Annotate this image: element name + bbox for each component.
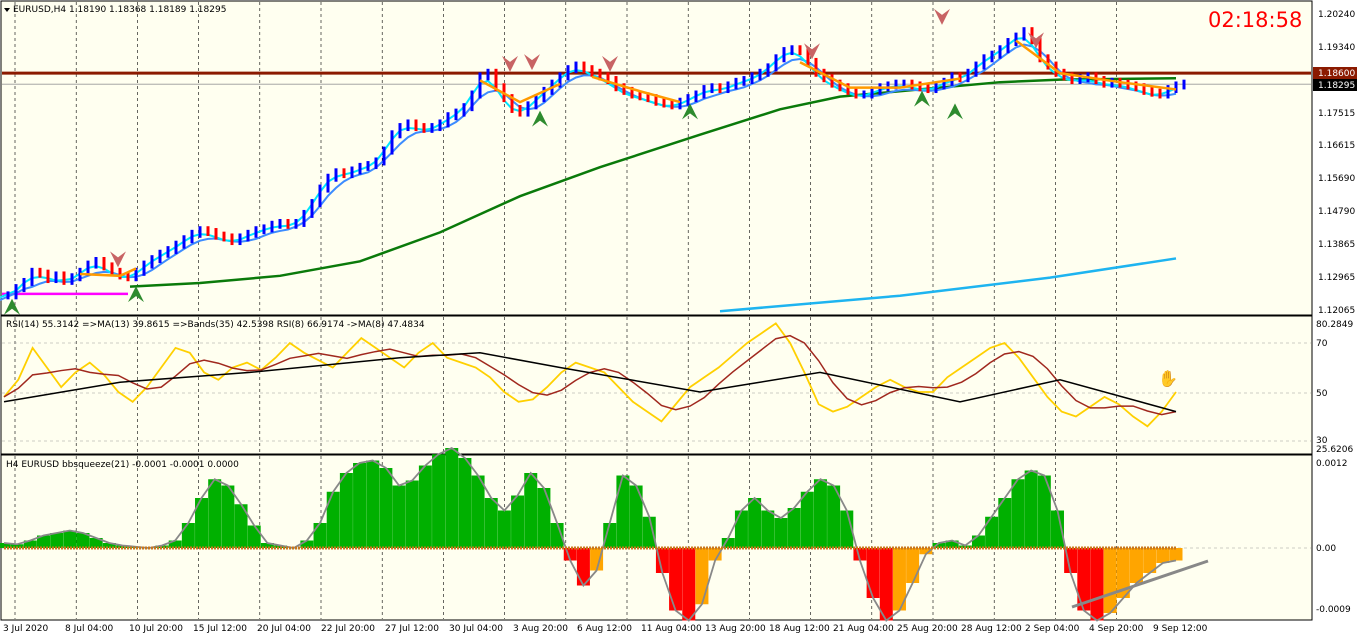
rsi-level-label: 70 (1316, 339, 1328, 349)
rsi-series: ✋ (3, 322, 1178, 428)
buy-arrow-icon (682, 103, 698, 120)
sell-arrow-icon (502, 55, 518, 72)
resistance-badge-bg (1313, 67, 1357, 79)
rsi-level-label: 80.2849 (1316, 320, 1353, 330)
sell-arrow-icon (602, 55, 618, 72)
sell-arrow-icon (110, 251, 126, 268)
price-panel-bg (0, 0, 1313, 316)
sma-long-line (129, 76, 1177, 288)
orange-ma-line (591, 75, 681, 104)
ema-fast-line (0, 37, 1177, 299)
time-label: 13 Aug 20:00 (705, 624, 766, 634)
rsi-title: RSI(14) 55.3142 =>MA(13) 39.8615 =>Bands… (6, 320, 425, 330)
orange-ma-line (479, 79, 561, 104)
thumbs-down-icon: ✋ (1158, 369, 1178, 388)
orange-ma-line (799, 61, 961, 89)
orange-ma-line (79, 267, 137, 278)
ema-slow-line (0, 43, 1177, 301)
resistance-badge: 1.18600 (1318, 69, 1355, 79)
squeeze-level-label: 0.0012 (1316, 459, 1348, 469)
price-label: 1.16615 (1318, 141, 1355, 151)
price-label: 1.14790 (1318, 207, 1355, 217)
squeeze-level-label: 0.00 (1316, 544, 1336, 554)
symbol-menu-icon[interactable] (4, 8, 10, 12)
price-label: 1.12965 (1318, 273, 1355, 283)
price-label: 1.12065 (1318, 306, 1355, 316)
price-axis: 1.20240 1.19340 1.17515 1.16615 1.15690 … (1318, 10, 1355, 316)
sell-arrow-icon (1028, 32, 1044, 49)
sell-arrow-icon (804, 43, 820, 60)
time-label: 28 Aug 12:00 (961, 624, 1022, 634)
sell-arrow-icon (934, 8, 950, 25)
time-label: 3 Jul 2020 (3, 624, 48, 634)
time-label: 10 Jul 20:00 (129, 624, 183, 634)
current-badge-bg (1313, 79, 1357, 91)
time-label: 3 Aug 20:00 (513, 624, 568, 634)
time-axis: 3 Jul 2020 8 Jul 04:00 10 Jul 20:00 15 J… (3, 624, 1208, 634)
time-label: 22 Jul 20:00 (321, 624, 375, 634)
squeeze-series (0, 446, 1209, 622)
time-label: 9 Sep 12:00 (1153, 624, 1208, 634)
sell-arrow-icon (524, 54, 540, 71)
squeeze-trendline (1071, 559, 1209, 609)
squeeze-level-label: -0.0009 (1316, 605, 1351, 615)
time-label: 8 Jul 04:00 (65, 624, 114, 634)
price-label: 1.20240 (1318, 10, 1355, 20)
time-label: 4 Sep 20:00 (1089, 624, 1144, 634)
price-label: 1.19340 (1318, 43, 1355, 53)
rsi-line (3, 322, 1177, 428)
time-label: 25 Aug 20:00 (897, 624, 958, 634)
sma-200-line (719, 257, 1177, 313)
time-label: 2 Sep 04:00 (1025, 624, 1080, 634)
rsi-level-label: 30 (1316, 436, 1328, 446)
rsi-level-label: 50 (1316, 389, 1328, 399)
price-label: 1.13865 (1318, 240, 1355, 250)
server-clock: 02:18:58 (1208, 8, 1302, 32)
price-label: 1.15690 (1318, 174, 1355, 184)
time-label: 6 Aug 12:00 (577, 624, 632, 634)
buy-arrow-icon (4, 298, 20, 315)
buy-arrow-icon (947, 103, 963, 120)
time-label: 11 Aug 04:00 (641, 624, 702, 634)
rsi-level-label: 25.6206 (1316, 445, 1353, 455)
price-label: 1.17515 (1318, 109, 1355, 119)
rsi-bands-line (3, 352, 1177, 413)
time-label: 27 Jul 12:00 (385, 624, 439, 634)
orange-ma-line (1015, 39, 1177, 91)
squeeze-axis: 0.0012 0.00 -0.0009 (1316, 459, 1351, 615)
time-label: 20 Jul 04:00 (257, 624, 311, 634)
rsi-axis: 80.2849 70 50 30 25.6206 (1316, 320, 1353, 455)
time-label: 15 Jul 12:00 (193, 624, 247, 634)
buy-arrow-icon (128, 286, 144, 303)
buy-arrow-icon (914, 90, 930, 107)
current-price-badge: 1.18295 (1318, 81, 1355, 91)
time-label: 18 Aug 12:00 (769, 624, 830, 634)
squeeze-title: H4 EURUSD bbsqueeze(21) -0.0001 -0.0001 … (6, 460, 239, 470)
time-label: 30 Jul 04:00 (449, 624, 503, 634)
squeeze-outline (3, 446, 1177, 622)
symbol-info: EURUSD,H4 1.18190 1.18368 1.18189 1.1829… (13, 5, 226, 15)
time-label: 21 Aug 04:00 (833, 624, 894, 634)
price-series (0, 8, 1311, 315)
buy-arrow-icon (532, 110, 548, 127)
